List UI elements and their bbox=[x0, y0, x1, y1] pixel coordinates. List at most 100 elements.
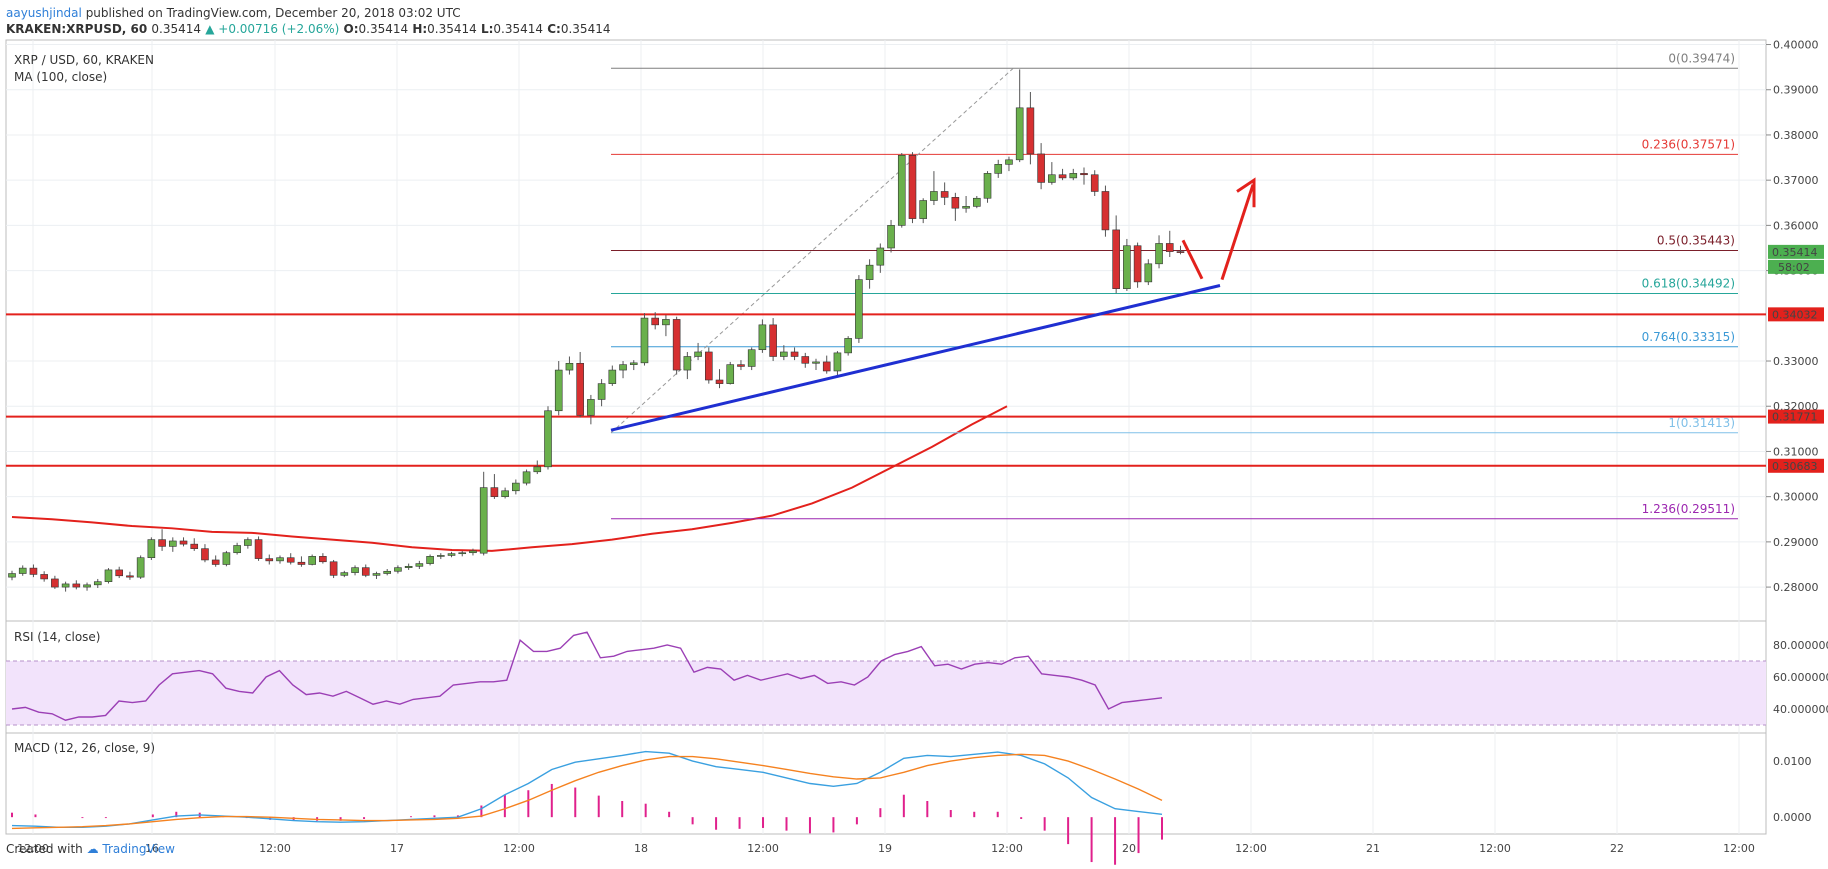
fib-label: 1(0.31413) bbox=[1668, 416, 1735, 430]
ohlc-close-label: C: bbox=[547, 22, 561, 36]
price-tick-label: 0.33000 bbox=[1773, 355, 1819, 368]
candle-body bbox=[1176, 251, 1185, 253]
candle-body bbox=[265, 558, 274, 562]
price-tick-label: 0.30000 bbox=[1773, 491, 1819, 504]
candle-body bbox=[554, 369, 563, 412]
time-tick-label: 12:00 bbox=[1235, 842, 1267, 855]
candle-body bbox=[715, 379, 724, 384]
time-tick-label: 21 bbox=[1366, 842, 1380, 855]
price-axis: 0.400000.390000.380000.370000.360000.350… bbox=[1766, 39, 1824, 594]
ohlc-low: 0.35414 bbox=[493, 22, 544, 36]
candle-body bbox=[458, 552, 467, 555]
fib-label: 0.618(0.34492) bbox=[1642, 277, 1735, 291]
candle-body bbox=[83, 584, 91, 588]
candle-body bbox=[201, 548, 209, 561]
candle-body bbox=[565, 362, 574, 371]
candle-body bbox=[1144, 263, 1153, 283]
price-change: ▲ +0.00716 (+2.06%) bbox=[205, 22, 340, 36]
candle-body bbox=[415, 563, 424, 567]
candle-body bbox=[1005, 159, 1013, 165]
arrow-up-stroke bbox=[1220, 184, 1255, 281]
fib-label: 0.764(0.33315) bbox=[1642, 330, 1735, 344]
price-tick-label: 0.40000 bbox=[1773, 39, 1819, 52]
rsi-band bbox=[6, 660, 1766, 726]
time-tick-label: 22 bbox=[1610, 842, 1624, 855]
candle-body bbox=[190, 543, 199, 549]
candle-body bbox=[962, 206, 970, 209]
candle-body bbox=[1026, 107, 1035, 155]
footer: Created with ☁ TradingView bbox=[6, 842, 175, 856]
ma-indicator-label: MA (100, close) bbox=[14, 70, 107, 84]
candle-body bbox=[544, 410, 552, 468]
candle-body bbox=[908, 154, 917, 219]
time-tick-label: 12:00 bbox=[17, 842, 49, 855]
candle-body bbox=[426, 556, 434, 564]
rsi-tick-label: 40.000000 bbox=[1773, 703, 1828, 716]
candle-body bbox=[597, 383, 606, 400]
rsi-pane: 80.000000 60.000000 40.000000 bbox=[11, 631, 1828, 721]
drawings[interactable] bbox=[610, 177, 1256, 432]
time-tick-label: 12:00 bbox=[747, 842, 779, 855]
candle-body bbox=[51, 578, 59, 588]
ohlc-high: 0.35414 bbox=[427, 22, 477, 36]
candle-body bbox=[40, 574, 48, 580]
candle-body bbox=[1090, 174, 1099, 192]
macd-tick-label: 0.0100 bbox=[1773, 755, 1812, 768]
panes-background bbox=[5, 39, 1767, 835]
symbol-label: KRAKEN:XRPUSD, 60 bbox=[6, 22, 148, 36]
horizontal-levels[interactable]: 0.34032 0.31771 0.30683 bbox=[6, 307, 1824, 473]
price-tick-label: 0.29000 bbox=[1773, 536, 1819, 549]
time-tick-label: 18 bbox=[634, 842, 648, 855]
countdown-text: 58:02 bbox=[1778, 261, 1810, 274]
level-price-text: 0.34032 bbox=[1772, 308, 1818, 321]
arrow-down-stroke bbox=[1181, 239, 1204, 280]
candle-body bbox=[1112, 229, 1120, 289]
candle-body bbox=[983, 173, 992, 199]
candle-body bbox=[683, 356, 692, 371]
tradingview-link[interactable]: TradingView bbox=[102, 842, 175, 856]
candle-body bbox=[351, 567, 359, 573]
fibonacci-retracement[interactable]: 0(0.39474) 0.236(0.37571) 0.5(0.35443) 0.61… bbox=[610, 51, 1738, 520]
candle-body bbox=[1048, 174, 1056, 183]
candle-body bbox=[587, 399, 595, 416]
trendline-support bbox=[610, 284, 1221, 432]
candle-body bbox=[147, 539, 156, 559]
candle-body bbox=[72, 583, 81, 588]
candle-body bbox=[61, 583, 70, 588]
time-tick-label: 19 bbox=[878, 842, 892, 855]
candle-body bbox=[126, 575, 134, 578]
candle-body bbox=[726, 364, 735, 384]
candle-body bbox=[951, 197, 960, 209]
publish-text: published on TradingView.com, December 2… bbox=[85, 6, 461, 20]
author-link[interactable]: aayushjindal bbox=[6, 6, 82, 20]
ohlc-open-label: O: bbox=[343, 22, 359, 36]
candle-body bbox=[169, 540, 177, 547]
candle-body bbox=[822, 361, 831, 372]
symbol-ohlc-bar: KRAKEN:XRPUSD, 60 0.35414 ▲ +0.00716 (+2… bbox=[6, 22, 610, 36]
candle-body bbox=[897, 154, 906, 226]
candle-body bbox=[833, 352, 842, 372]
candle-body bbox=[93, 581, 102, 586]
candle-body bbox=[1069, 173, 1078, 179]
candle-body bbox=[501, 490, 509, 497]
candle-body bbox=[994, 164, 1003, 174]
candle-body bbox=[737, 364, 745, 367]
candle-body bbox=[919, 200, 928, 219]
candle-body bbox=[640, 317, 649, 364]
price-tick-label: 0.31000 bbox=[1773, 445, 1819, 458]
candle-body bbox=[222, 552, 231, 565]
time-tick-label: 20 bbox=[1122, 842, 1136, 855]
fib-label: 0(0.39474) bbox=[1668, 51, 1735, 65]
candle-body bbox=[136, 557, 145, 578]
candle-body bbox=[254, 539, 263, 559]
candle-body bbox=[512, 482, 520, 492]
candle-body bbox=[329, 561, 338, 576]
candle-body bbox=[383, 570, 392, 574]
candle-body bbox=[1080, 173, 1088, 176]
candle-body bbox=[619, 364, 627, 371]
candle-body bbox=[1123, 245, 1131, 289]
candle-body bbox=[394, 567, 402, 572]
candle-body bbox=[361, 567, 370, 576]
candles bbox=[8, 69, 1185, 592]
